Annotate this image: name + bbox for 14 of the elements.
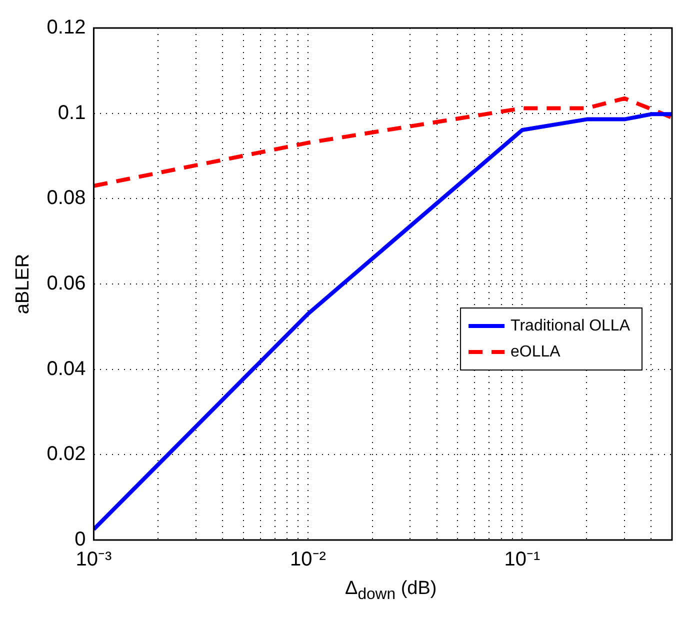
y-tick-label: 0.08 [46, 187, 86, 210]
y-tick-label: 0.1 [58, 102, 86, 124]
y-tick-label: 0.02 [46, 443, 86, 466]
y-tick-label: 0.06 [46, 272, 86, 295]
y-tick-label: 0.12 [46, 16, 86, 39]
legend-label: Traditional OLLA [510, 317, 630, 334]
x-axis-title: Δ$_{down}$ (dB) [344, 578, 437, 604]
x-tick-label: 10⁻¹ [504, 548, 541, 571]
x-tick-label: 10⁻² [290, 548, 326, 571]
y-axis-title: aBLER [12, 254, 34, 314]
x-tick-label: 10⁻³ [76, 548, 112, 571]
legend-label: eOLLA [510, 343, 561, 360]
y-tick-label: 0 [74, 528, 86, 551]
y-tick-label: 0.04 [46, 358, 86, 380]
